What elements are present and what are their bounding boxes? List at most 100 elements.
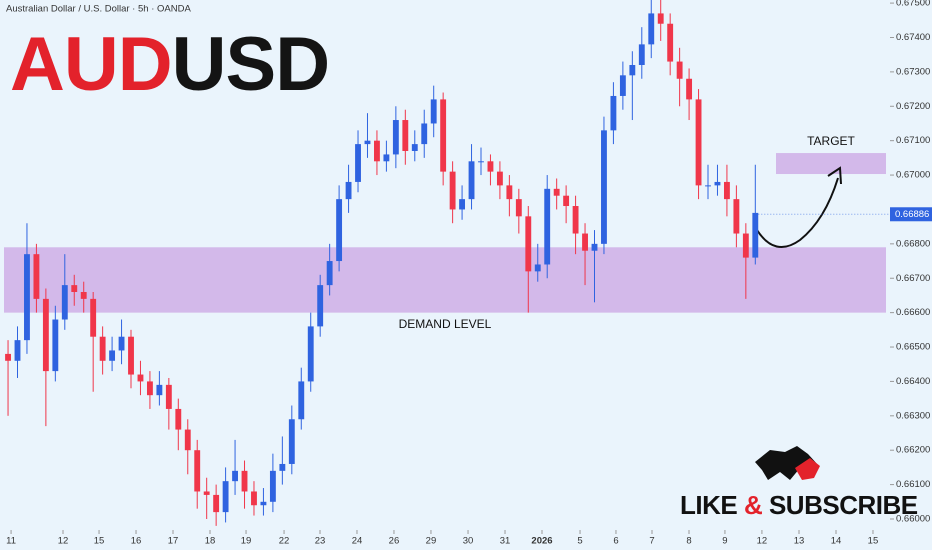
y-tick-label: 0.67400	[896, 32, 930, 43]
x-tick-label: 6	[613, 536, 618, 547]
x-tick-label: 9	[722, 536, 727, 547]
candle-body	[601, 130, 607, 244]
candle-body	[109, 350, 116, 361]
candle-body	[298, 381, 305, 420]
candle-body	[80, 291, 87, 299]
x-tick-label: 13	[794, 536, 805, 547]
candle-body	[544, 188, 551, 265]
candle-body	[42, 298, 49, 372]
candle-body	[534, 264, 541, 272]
candle-body	[402, 120, 409, 151]
last-price-box	[890, 207, 932, 222]
candle-body	[355, 144, 361, 182]
candle-body	[99, 336, 106, 361]
logo-icon	[755, 446, 820, 480]
x-tick-label: 5	[577, 536, 582, 547]
candle-body	[165, 384, 172, 409]
forecast-arrow	[756, 177, 839, 249]
candle-body	[52, 319, 59, 372]
candle-body	[175, 408, 182, 430]
y-tick-label: 0.67000	[896, 170, 930, 181]
zone	[776, 153, 886, 175]
x-tick-label: 31	[500, 536, 511, 547]
y-tick-label: 0.66700	[896, 273, 930, 284]
candle-body	[705, 185, 711, 187]
y-tick-label: 0.66500	[896, 342, 930, 353]
x-tick-label: 7	[649, 536, 654, 547]
title-part: USD	[172, 22, 329, 107]
candle-body	[657, 13, 664, 24]
y-tick-label: 0.67500	[896, 0, 930, 9]
candle-body	[137, 374, 144, 382]
candle-body	[714, 181, 721, 186]
branding: LIKE & SUBSCRIBE	[680, 490, 918, 520]
candle-body	[449, 171, 456, 210]
candle-body	[61, 285, 68, 320]
candle-body	[279, 463, 286, 471]
y-tick-label: 0.67200	[896, 101, 930, 112]
y-tick-label: 0.66100	[896, 479, 930, 490]
candle-body	[459, 199, 466, 210]
x-tick-label: 8	[686, 536, 691, 547]
x-tick-label: 24	[352, 536, 363, 547]
candle-body	[629, 65, 636, 76]
x-tick-label: 15	[868, 536, 879, 547]
candle-body	[525, 216, 532, 272]
candle-body	[506, 185, 513, 200]
candle-body	[345, 181, 352, 200]
candle-body	[733, 199, 740, 234]
candle-body	[667, 23, 674, 62]
candle-body	[676, 61, 683, 79]
x-tick-label: 22	[279, 536, 290, 547]
candle-body	[203, 491, 210, 495]
y-tick-label: 0.67300	[896, 66, 930, 77]
candle-body	[269, 470, 276, 502]
y-tick-label: 0.66000	[896, 514, 930, 525]
title-part: AUD	[10, 22, 172, 107]
x-tick-label: 30	[463, 536, 474, 547]
x-tick-label: 18	[205, 536, 216, 547]
y-tick-label: 0.66300	[896, 410, 930, 421]
candle-body	[194, 450, 201, 492]
candle-body	[723, 181, 730, 200]
candle-body	[222, 481, 229, 513]
candle-body	[118, 336, 125, 351]
candle-body	[33, 254, 40, 299]
candle-body	[742, 233, 749, 258]
candle-body	[71, 285, 78, 292]
candle-body	[496, 171, 503, 186]
candle-body	[90, 298, 97, 337]
candle-body	[326, 261, 333, 286]
candle-body	[487, 161, 494, 172]
x-tick-label: 26	[389, 536, 400, 547]
x-tick-label: 16	[131, 536, 142, 547]
candle-body	[563, 195, 570, 207]
candle-body	[374, 140, 380, 162]
x-tick-label: 2026	[531, 536, 552, 547]
x-tick-label: 15	[94, 536, 105, 547]
candle-body	[610, 95, 617, 131]
y-tick-label: 0.66200	[896, 445, 930, 456]
candle-body	[572, 206, 579, 234]
candle-body	[128, 336, 134, 375]
candle-body	[619, 75, 626, 96]
candle-body	[440, 99, 447, 172]
candle-body	[288, 419, 295, 464]
candle-body	[421, 123, 428, 145]
candle-body	[411, 144, 418, 151]
candle-body	[232, 470, 238, 482]
candle-body	[468, 161, 475, 200]
candle-body	[260, 501, 267, 506]
x-tick-label: 12	[58, 536, 69, 547]
zone-label: DEMAND LEVEL	[399, 317, 492, 331]
candle-body	[383, 154, 390, 162]
candle-body	[14, 340, 21, 361]
branding-part: LIKE	[680, 490, 744, 520]
candle-body	[213, 494, 220, 513]
chart-header: Australian Dollar / U.S. Dollar · 5h · O…	[6, 4, 191, 15]
candle-body	[24, 254, 30, 341]
arrow-head	[827, 166, 842, 185]
candle-body	[336, 199, 343, 262]
